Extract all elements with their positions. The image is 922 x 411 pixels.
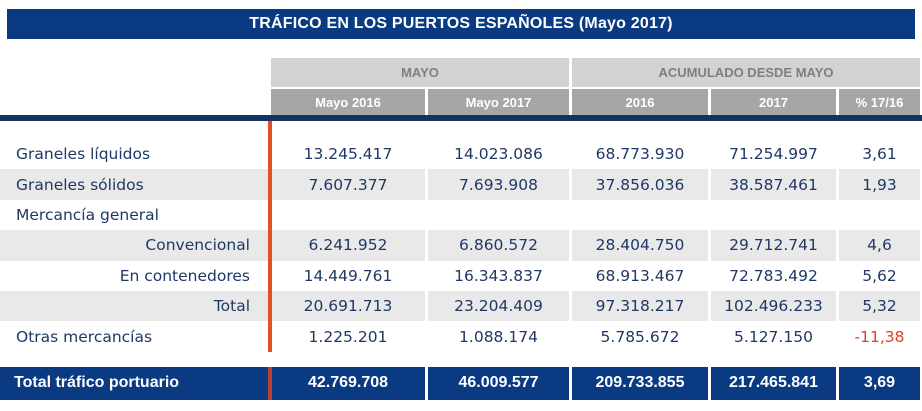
report-title-bar: TRÁFICO EN LOS PUERTOS ESPAÑOLES (Mayo 2… [7,9,915,39]
column-header-mayo-2016: Mayo 2016 [271,89,425,115]
cell-acum-2016 [572,200,708,230]
cell-mayo-2017: 6.860.572 [428,230,569,261]
cell-pct: 4,6 [839,230,920,261]
cell-mayo-2017: 23.204.409 [428,290,569,322]
total-acum-2017: 217.465.841 [711,366,836,400]
row-label: Graneles sólidos [0,169,268,200]
total-mayo-2017: 46.009.577 [428,366,569,400]
cell-mayo-2016: 14.449.761 [303,266,393,285]
cell-acum-2016: 5.785.672 [600,327,680,346]
group-header-row: MAYO ACUMULADO DESDE MAYO [0,58,920,87]
row-label: Total [0,290,268,322]
table-row-convencional: Convencional 6.241.952 6.860.572 28.404.… [0,230,920,261]
cell-pct: 5,62 [862,266,897,285]
column-header-row: Mayo 2016 Mayo 2017 2016 2017 % 17/16 [0,89,920,115]
cell-acum-2017: 5.127.150 [734,327,813,346]
cell-mayo-2017: 1.088.174 [459,327,538,346]
table-row-graneles-liquidos: Graneles líquidos 13.245.417 14.023.086 … [0,139,920,169]
cell-acum-2017 [711,200,836,230]
column-header-pct: % 17/16 [839,89,920,115]
cell-acum-2017: 38.587.461 [711,169,836,200]
row-label: Otras mercancías [16,327,153,346]
cell-mayo-2016: 7.607.377 [271,169,425,200]
table-row-total-mercancia: Total 20.691.713 23.204.409 97.318.217 1… [0,290,920,322]
body-total-gap [0,352,920,367]
cell-pct: 5,32 [839,290,920,322]
column-header-mayo-2017: Mayo 2017 [428,89,569,115]
column-header-2017: 2017 [711,89,836,115]
cell-acum-2016: 68.913.467 [595,266,685,285]
table-row-en-contenedores: En contenedores 14.449.761 16.343.837 68… [0,261,920,291]
group-header-acumulado: ACUMULADO DESDE MAYO [572,58,920,87]
cell-acum-2016: 37.856.036 [572,169,708,200]
cell-mayo-2016: 13.245.417 [303,145,393,164]
group-header-mayo: MAYO [271,58,569,87]
cell-pct: 3,61 [862,145,897,164]
orange-divider-line [268,121,272,352]
table-row-mercancia-general: Mercancía general [0,200,920,230]
header-divider-rule [0,115,922,121]
total-pct: 3,69 [839,366,920,400]
row-label: Mercancía general [16,205,159,224]
cell-acum-2017: 71.254.997 [729,145,818,164]
report-title: TRÁFICO EN LOS PUERTOS ESPAÑOLES (Mayo 2… [249,15,673,32]
total-row-label: Total tráfico portuario [0,366,268,400]
cell-mayo-2016 [271,200,425,230]
total-mayo-2016: 42.769.708 [271,366,425,400]
cell-pct [839,200,920,230]
cell-mayo-2016: 20.691.713 [271,290,425,322]
cell-mayo-2017 [428,200,569,230]
cell-acum-2017: 72.783.492 [729,266,818,285]
cell-pct: 1,93 [839,169,920,200]
cell-mayo-2016: 6.241.952 [271,230,425,261]
cell-acum-2017: 102.496.233 [711,290,836,322]
total-row: Total tráfico portuario 42.769.708 46.00… [0,366,920,400]
row-label: En contenedores [119,266,250,285]
corner-blank [0,89,268,115]
column-header-2016: 2016 [572,89,708,115]
row-label: Graneles líquidos [16,145,151,164]
total-acum-2016: 209.733.855 [572,366,708,400]
cell-acum-2016: 68.773.930 [595,145,685,164]
cell-mayo-2017: 7.693.908 [428,169,569,200]
cell-acum-2016: 28.404.750 [572,230,708,261]
cell-pct: -11,38 [854,327,905,346]
cell-mayo-2017: 14.023.086 [454,145,543,164]
table-row-graneles-solidos: Graneles sólidos 7.607.377 7.693.908 37.… [0,169,920,200]
cell-mayo-2016: 1.225.201 [308,327,388,346]
corner-blank [0,58,268,87]
traffic-table: MAYO ACUMULADO DESDE MAYO Mayo 2016 Mayo… [0,58,920,400]
orange-divider-line-total [268,367,272,400]
cell-acum-2017: 29.712.741 [711,230,836,261]
table-row-otras-mercancias: Otras mercancías 1.225.201 1.088.174 5.7… [0,321,920,351]
cell-mayo-2017: 16.343.837 [454,266,543,285]
cell-acum-2016: 97.318.217 [572,290,708,322]
row-label: Convencional [0,230,268,261]
